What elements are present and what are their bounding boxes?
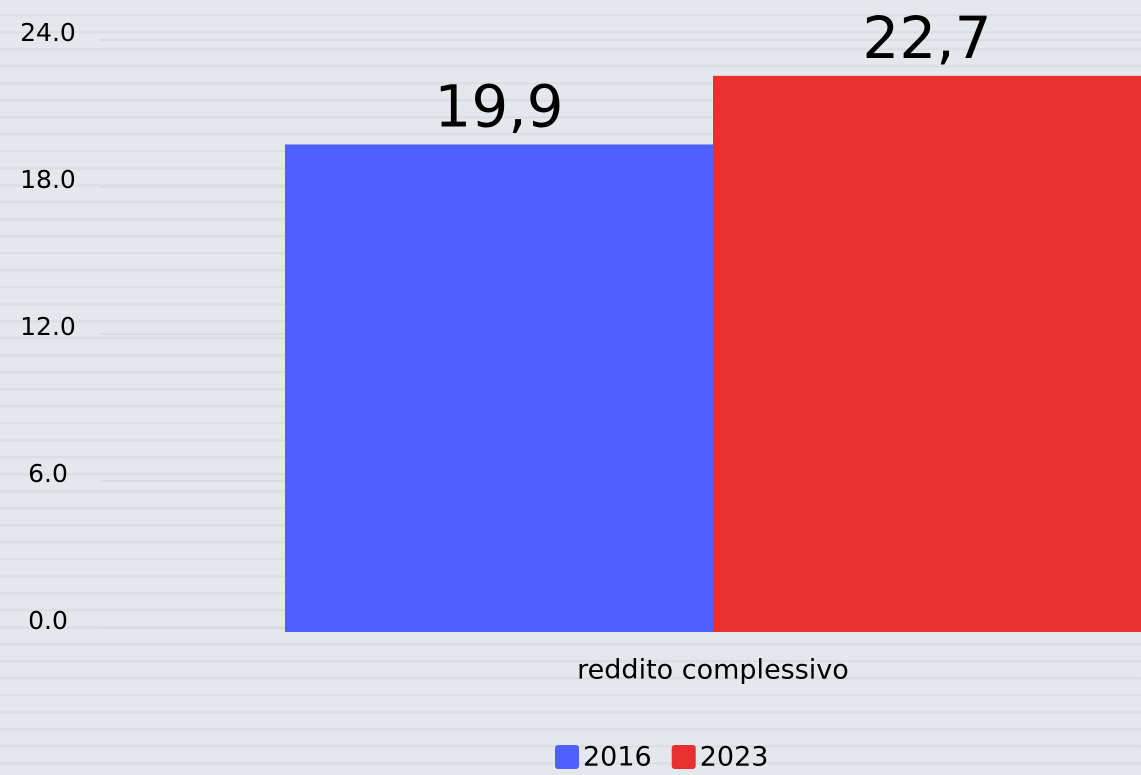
value-label: 22,7	[862, 4, 991, 72]
legend-label: 2023	[700, 742, 769, 773]
legend-swatch	[555, 745, 579, 769]
bar	[713, 75, 1141, 633]
bar	[285, 144, 713, 632]
y-tick-label: 18.0	[20, 165, 76, 194]
y-tick-label: 12.0	[20, 312, 76, 341]
x-tick-label: reddito complessivo	[577, 655, 849, 686]
value-label: 19,9	[434, 73, 563, 141]
legend-label: 2016	[583, 742, 652, 773]
legend-swatch	[671, 745, 696, 769]
y-tick-label: 0.0	[28, 606, 68, 635]
y-tick-label: 6.0	[28, 459, 68, 488]
y-tick-label: 24.0	[20, 18, 76, 47]
